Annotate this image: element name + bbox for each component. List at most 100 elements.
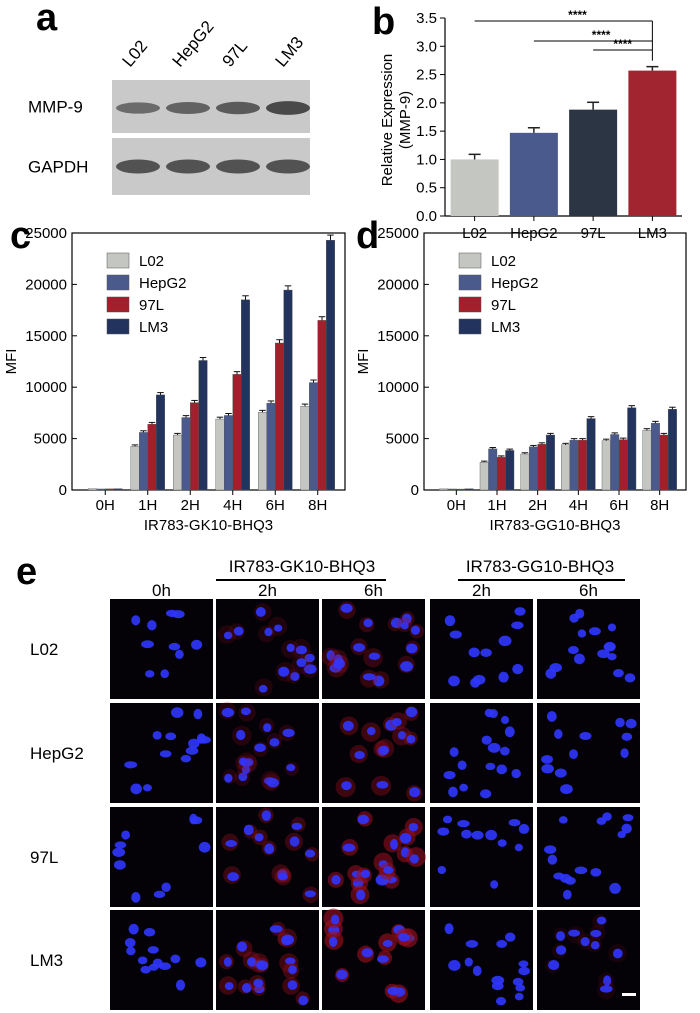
panel-c-bar (326, 239, 335, 491)
e-nucleus (238, 772, 248, 782)
e-nucleus (562, 889, 572, 900)
gg10-mfi-chart: 0 5000 10000 15000 20000 25000 MFI 0H 1H 2H 4H 6H 8H… (355, 225, 687, 534)
panel-letter-e: e (16, 551, 37, 593)
e-nucleus (398, 933, 410, 942)
e-nucleus (304, 890, 316, 898)
panel-c-bar (156, 394, 165, 491)
e-nucleus (461, 829, 472, 839)
e-nucleus (340, 603, 353, 613)
panel-letter-b: b (372, 1, 395, 43)
e-nucleus (457, 760, 467, 771)
e-nucleus (500, 746, 510, 756)
e-nucleus (124, 937, 136, 948)
b-y-tick-label: 0.0 (416, 208, 437, 225)
panel-c-x-tick-label: 4H (223, 497, 242, 514)
e-nucleus (152, 731, 162, 740)
panel-d-bar (561, 444, 571, 491)
e-nucleus (612, 948, 623, 959)
e-column-label: 2h (472, 581, 491, 600)
panel-d-x-label: IR783-GG10-BHQ3 (490, 517, 621, 534)
e-nucleus (512, 977, 524, 986)
e-nucleus (564, 876, 576, 885)
e-nucleus (567, 646, 579, 655)
e-nucleus (382, 939, 393, 948)
e-nucleus (472, 965, 482, 977)
e-nucleus (288, 965, 297, 975)
e-nucleus (241, 765, 251, 774)
e-nucleus (243, 824, 254, 836)
e-group-label: IR783-GK10-BHQ3 (229, 557, 375, 576)
e-micrograph (537, 807, 640, 907)
panel-c-x-tick-label: 1H (138, 497, 157, 514)
b-bar (628, 70, 677, 217)
e-nucleus (266, 778, 280, 788)
panel-c-y-tick-label: 15000 (25, 328, 67, 345)
e-nucleus (504, 932, 516, 942)
panel-c-bar (266, 402, 276, 491)
e-nucleus (511, 768, 521, 779)
e-nucleus (241, 983, 252, 993)
e-nucleus (236, 729, 246, 741)
panel-d-bar (528, 446, 538, 491)
e-nucleus (147, 946, 159, 954)
e-nucleus (161, 882, 171, 892)
e-nucleus (336, 969, 348, 980)
blot-band (166, 102, 210, 114)
e-nucleus (331, 874, 341, 885)
e-nucleus (185, 746, 199, 755)
blot-band (216, 101, 260, 115)
e-nucleus (373, 675, 385, 687)
e-nucleus (400, 661, 414, 672)
e-nucleus (341, 781, 352, 791)
panel-d-bar (642, 430, 652, 491)
e-nucleus (140, 965, 151, 974)
panel-d-legend-swatch (458, 296, 482, 313)
e-nucleus (609, 882, 621, 894)
e-nucleus (224, 773, 233, 783)
e-micrograph (537, 599, 640, 699)
e-nucleus (546, 711, 557, 722)
e-nucleus (590, 941, 600, 950)
e-nucleus (143, 928, 156, 937)
e-scale-bar (622, 993, 636, 996)
panel-c-x-tick-label: 8H (308, 497, 327, 514)
e-nucleus (515, 984, 526, 992)
e-nucleus (278, 666, 290, 677)
e-nucleus (356, 889, 366, 901)
e-nucleus (286, 763, 296, 772)
e-nucleus (304, 664, 317, 675)
e-nucleus (400, 622, 409, 630)
panel-c-y-label: MFI (3, 349, 20, 375)
e-nucleus (126, 946, 136, 956)
panel-d-legend-swatch (458, 274, 482, 291)
e-micrograph (216, 599, 319, 699)
e-nucleus (193, 708, 203, 720)
b-y-label: Relative Expression (379, 54, 396, 187)
e-nucleus (263, 723, 272, 733)
e-nucleus (291, 822, 303, 830)
e-nucleus (121, 830, 131, 840)
e-nucleus (376, 781, 389, 789)
e-nucleus (342, 720, 354, 732)
panel-d-frame (423, 232, 687, 491)
panel-c-x-label: IR783-GK10-BHQ3 (144, 517, 273, 534)
e-nucleus (289, 836, 300, 847)
e-nucleus (401, 613, 412, 625)
e-nucleus (392, 717, 402, 727)
panel-c-bar (275, 342, 284, 491)
e-nucleus (408, 822, 419, 832)
e-nucleus (112, 847, 126, 857)
e-nucleus (361, 869, 371, 879)
e-nucleus (560, 784, 573, 795)
e-nucleus (255, 606, 266, 617)
e-nucleus (227, 872, 239, 882)
e-group-label: IR783-GG10-BHQ3 (466, 557, 614, 576)
panel-c-y-tick-label: 20000 (25, 276, 67, 293)
panel-d-bar (456, 488, 466, 491)
e-nucleus (333, 658, 345, 669)
panel-c-legend-label: L02 (139, 253, 164, 270)
e-nucleus (443, 770, 456, 780)
panel-c-bar (258, 412, 267, 491)
e-micrograph-bg (537, 599, 640, 699)
e-micrograph-bg (216, 807, 319, 907)
